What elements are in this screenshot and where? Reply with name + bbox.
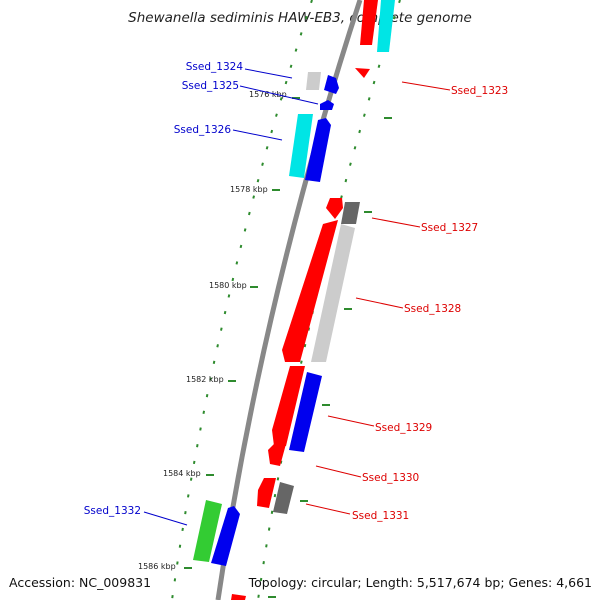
gene-feature-red[interactable] — [272, 366, 305, 446]
gene-label[interactable]: Ssed_1326 — [174, 124, 232, 136]
gene-feature-blue[interactable] — [289, 372, 322, 452]
gene-label[interactable]: Ssed_1327 — [421, 222, 478, 234]
leader-line — [315, 465, 362, 478]
leader-line — [355, 297, 404, 309]
gene-feature-gray-light[interactable] — [306, 72, 321, 90]
gene-feature-cyan[interactable] — [377, 0, 395, 52]
kbp-label: 1578 kbp — [230, 185, 268, 194]
gene-feature-red[interactable] — [326, 198, 343, 219]
gene-label[interactable]: Ssed_1330 — [362, 472, 419, 484]
gene-feature-red[interactable] — [268, 444, 286, 466]
gene-feature-blue[interactable] — [211, 506, 240, 566]
gene-feature-cyan[interactable] — [289, 114, 313, 178]
accession-text: Accession: NC_009831 — [9, 575, 152, 590]
gene-feature-gray-light[interactable] — [311, 224, 355, 362]
gene-label[interactable]: Ssed_1331 — [352, 510, 409, 522]
gene-label[interactable]: Ssed_1324 — [186, 61, 244, 73]
gene-feature-gray-dark[interactable] — [341, 202, 360, 224]
gene-feature-blue[interactable] — [320, 100, 334, 110]
gene-feature-green[interactable] — [193, 500, 222, 562]
leader-line — [327, 415, 375, 427]
leader-line — [239, 85, 319, 105]
leader-line — [371, 217, 421, 228]
topology-text: Topology: circular; Length: 5,517,674 bp… — [248, 575, 592, 590]
gene-feature-red[interactable] — [257, 478, 276, 508]
leader-line — [232, 129, 283, 141]
gene-label[interactable]: Ssed_1329 — [375, 422, 432, 434]
kbp-label: 1584 kbp — [163, 469, 201, 478]
kbp-ticks — [184, 97, 392, 598]
gene-label[interactable]: Ssed_1325 — [182, 80, 239, 92]
kbp-label: 1586 kbp — [138, 562, 176, 571]
kbp-label: 1582 kbp — [186, 375, 224, 384]
gene-label[interactable]: Ssed_1328 — [404, 303, 461, 315]
gene-feature-red-small[interactable] — [355, 68, 370, 78]
leader-line — [143, 511, 188, 526]
kbp-label: 1576 kbp — [249, 90, 287, 99]
leader-line — [401, 81, 451, 91]
leader-line — [305, 503, 351, 515]
gene-feature-red[interactable] — [231, 594, 246, 600]
gene-label[interactable]: Ssed_1323 — [451, 85, 508, 97]
gene-feature-red[interactable] — [360, 0, 378, 45]
gene-label[interactable]: Ssed_1332 — [84, 505, 141, 517]
gene-feature-gray-dark[interactable] — [273, 482, 294, 514]
kbp-label: 1580 kbp — [209, 281, 247, 290]
gene-feature-red[interactable] — [282, 220, 338, 362]
gene-feature-blue[interactable] — [324, 75, 339, 94]
gene-feature-blue[interactable] — [305, 118, 331, 182]
leader-line — [244, 68, 293, 79]
